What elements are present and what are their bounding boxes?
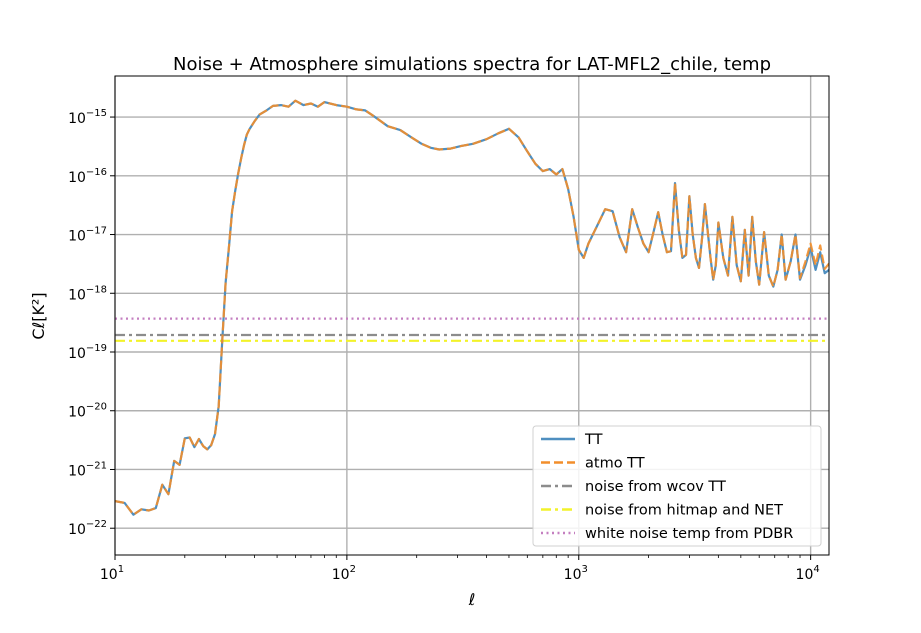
x-tick-label: 104 <box>796 564 820 583</box>
series-line-2 <box>115 99 829 516</box>
y-axis: 10−22 10−21 10−20 10−19 10−18 10−17 10−16 10−15 <box>68 108 115 538</box>
y-tick-label: 10−16 <box>68 167 107 186</box>
x-axis-label: ℓ <box>468 590 476 609</box>
legend: TT atmo TT noise from wcov TT noise from hi… <box>532 425 822 547</box>
x-tick-label: 102 <box>332 564 356 583</box>
legend-label: white noise temp from PDBR <box>585 526 793 542</box>
y-tick-label: 10−15 <box>68 108 107 127</box>
y-tick-label: 10−20 <box>68 402 107 421</box>
x-tick-label: 103 <box>564 564 588 583</box>
y-axis-label: Cℓ[K²] <box>29 292 48 339</box>
chart-title: Noise + Atmosphere simulations spectra f… <box>173 54 771 75</box>
y-tick-label: 10−17 <box>68 226 107 245</box>
legend-label: TT <box>584 432 603 448</box>
legend-label: atmo TT <box>585 456 645 472</box>
legend-box <box>532 425 822 547</box>
x-axis: 101 102 103 104 <box>100 555 820 583</box>
y-tick-label: 10−22 <box>68 519 107 538</box>
x-tick-label: 101 <box>100 564 124 583</box>
y-tick-label: 10−21 <box>68 460 107 479</box>
grid <box>114 76 829 555</box>
y-tick-label: 10−19 <box>68 343 107 362</box>
y-tick-label: 10−18 <box>68 284 107 303</box>
legend-label: noise from wcov TT <box>585 479 726 495</box>
legend-label: noise from hitmap and NET <box>585 503 783 519</box>
series-layer <box>115 99 829 516</box>
plot-frame <box>114 75 830 556</box>
